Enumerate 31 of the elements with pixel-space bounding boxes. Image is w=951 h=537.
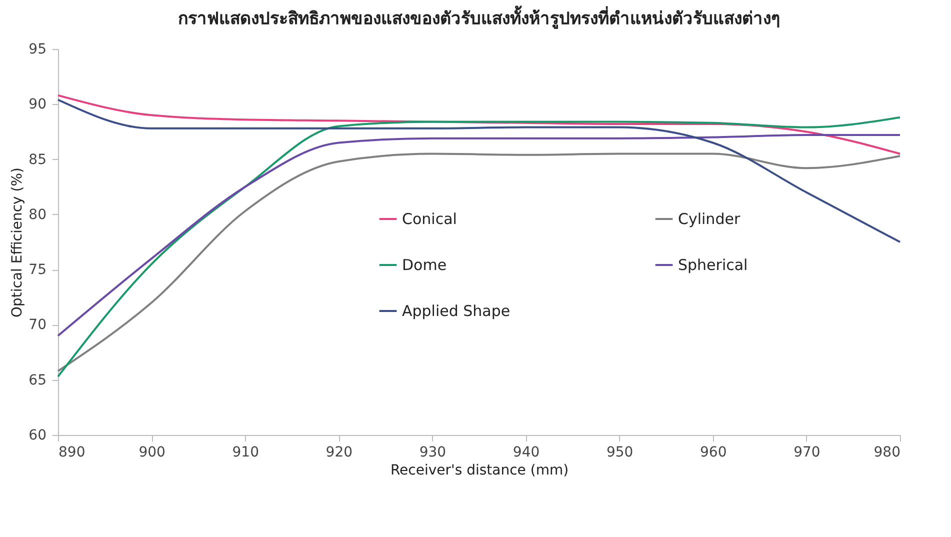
legend-label: Conical (402, 210, 457, 228)
y-tick-label: 95 (28, 42, 46, 58)
line-series (57, 98, 901, 243)
line-series (57, 116, 901, 378)
line-series (57, 152, 901, 372)
x-tick-label: 890 (58, 444, 86, 460)
y-tick-label: 75 (28, 262, 46, 278)
legend-label: Cylinder (678, 210, 741, 228)
y-axis-title: Optical Efficiency (%) (10, 167, 26, 318)
x-axis-title: Receiver's distance (mm) (390, 462, 569, 478)
x-tick-label: 910 (232, 444, 259, 460)
x-tick-label: 940 (512, 444, 540, 460)
line-series (57, 94, 901, 155)
y-tick-label: 80 (28, 206, 46, 223)
x-tick-label: 920 (326, 444, 353, 460)
legend-label: Spherical (678, 256, 748, 274)
y-tick-label: 90 (28, 96, 46, 113)
x-tick-label: 960 (700, 444, 727, 460)
legend-label: Applied Shape (402, 302, 510, 320)
line-series (57, 134, 901, 337)
x-tick-label: 970 (794, 444, 820, 460)
x-tick-label: 980 (874, 444, 900, 460)
y-tick-label: 70 (28, 317, 46, 334)
y-tick-label: 85 (28, 152, 46, 168)
x-tick-label: 930 (419, 444, 446, 460)
legend-label: Dome (402, 256, 447, 274)
y-tick-label: 65 (28, 372, 46, 388)
chart-title: กราฟแสดงประสิทธิภาพของแสงของตัวรับแสงทั้งห้ารูปทรงที่ตำแหน่งตัวรับแสงต่างๆ (178, 5, 780, 30)
x-tick-label: 900 (138, 444, 166, 460)
y-tick-label: 60 (28, 428, 46, 444)
x-tick-label: 950 (606, 444, 634, 460)
